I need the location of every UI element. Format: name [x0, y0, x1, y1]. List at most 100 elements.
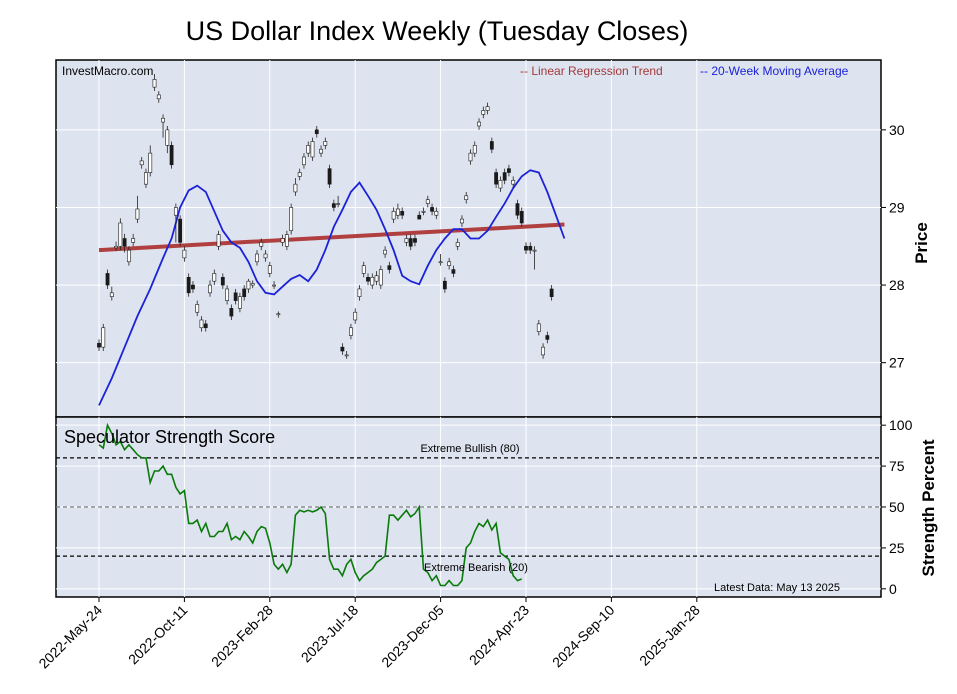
candle	[383, 246, 387, 258]
candle	[169, 141, 174, 169]
candle-body	[139, 160, 144, 166]
candle	[229, 304, 234, 320]
candle-body	[489, 141, 494, 150]
candle-body	[408, 238, 413, 247]
candle	[302, 153, 306, 169]
candle-body	[165, 129, 170, 146]
candle-body	[323, 141, 328, 146]
candle	[267, 261, 272, 278]
candle	[186, 273, 191, 297]
candle	[507, 164, 511, 177]
candle-body	[293, 183, 298, 193]
candle-body	[417, 214, 422, 220]
candle-body	[404, 238, 409, 243]
candle	[536, 319, 541, 336]
candle-body	[370, 277, 375, 286]
candle	[118, 218, 123, 251]
candle-body	[532, 249, 537, 252]
candle	[114, 241, 118, 251]
candle-body	[126, 249, 131, 263]
regression-trend-line	[98, 222, 565, 253]
x-tick-label: 2023-Feb-28	[208, 602, 276, 670]
candle-body	[468, 152, 473, 162]
candle	[323, 137, 328, 150]
candle	[131, 233, 136, 247]
candle	[331, 199, 336, 212]
candle-body	[374, 275, 379, 282]
moving-average	[98, 169, 566, 406]
candle	[208, 280, 212, 297]
candle-body	[306, 145, 311, 154]
candle	[391, 207, 396, 223]
candle-body	[515, 203, 520, 216]
candle	[528, 242, 533, 255]
candle	[442, 277, 447, 293]
candle-body	[122, 238, 127, 247]
candle-body	[430, 207, 434, 212]
strength-y-ticks: 0 25 50 75 100	[881, 417, 913, 597]
strength-tick-label: 75	[889, 458, 905, 474]
candle	[280, 234, 285, 247]
candle-body	[276, 313, 281, 316]
x-tick-label: 2025-Jan-28	[636, 602, 703, 669]
candle	[284, 230, 289, 251]
candle	[485, 102, 490, 115]
candle-body	[97, 342, 101, 348]
candle-body	[349, 327, 353, 336]
strength-panel-title: Speculator Strength Score	[64, 427, 275, 447]
candle-body	[400, 211, 405, 216]
candle	[246, 278, 251, 293]
candle	[549, 285, 554, 301]
candle	[135, 195, 140, 223]
candle-body	[144, 172, 148, 185]
x-axis-ticks: 2022-May-24 2022-Oct-11 2023-Feb-28 2023-Ju…	[35, 597, 703, 671]
candle-body	[336, 203, 341, 205]
price-tick-label: 28	[889, 277, 905, 293]
candle	[421, 207, 426, 216]
candle-body	[233, 292, 238, 301]
candle	[156, 91, 161, 103]
candle-body	[182, 249, 187, 259]
candle	[340, 343, 345, 355]
candle	[425, 195, 430, 208]
candle-body	[255, 253, 259, 263]
candle-body	[225, 288, 230, 301]
candle	[319, 145, 323, 158]
candle	[97, 339, 101, 352]
legend-regression: -- Linear Regression Trend	[520, 64, 663, 78]
candle-body	[114, 245, 118, 249]
candle-body	[203, 323, 208, 329]
candle-body	[511, 179, 516, 185]
candle-body	[272, 284, 276, 287]
candle	[481, 106, 486, 119]
candle	[468, 149, 473, 165]
candle-body	[391, 211, 396, 220]
candle-body	[353, 311, 358, 321]
candle-body	[366, 277, 370, 282]
price-y-ticks: 27 28 29 30	[881, 122, 905, 371]
candle	[460, 215, 464, 227]
candle	[344, 351, 349, 359]
candle	[242, 285, 247, 301]
candle	[199, 316, 204, 332]
candle-body	[541, 346, 545, 356]
candle-body	[280, 238, 285, 243]
candle	[430, 203, 434, 216]
candle-body	[109, 292, 114, 298]
strength-tick-label: 50	[889, 499, 905, 515]
candle	[400, 207, 405, 220]
x-tick-label: 2022-Oct-11	[125, 602, 191, 668]
price-tick-label: 29	[889, 199, 905, 215]
candle	[349, 323, 353, 340]
candle-body	[267, 265, 272, 274]
candle	[139, 157, 144, 169]
candle	[109, 286, 114, 301]
candle	[122, 233, 127, 253]
candle	[502, 168, 507, 185]
candle	[455, 238, 460, 251]
candle-body	[208, 284, 212, 294]
candle	[314, 125, 319, 138]
candle	[370, 273, 375, 289]
candle-body	[383, 249, 387, 255]
candle	[161, 114, 165, 138]
